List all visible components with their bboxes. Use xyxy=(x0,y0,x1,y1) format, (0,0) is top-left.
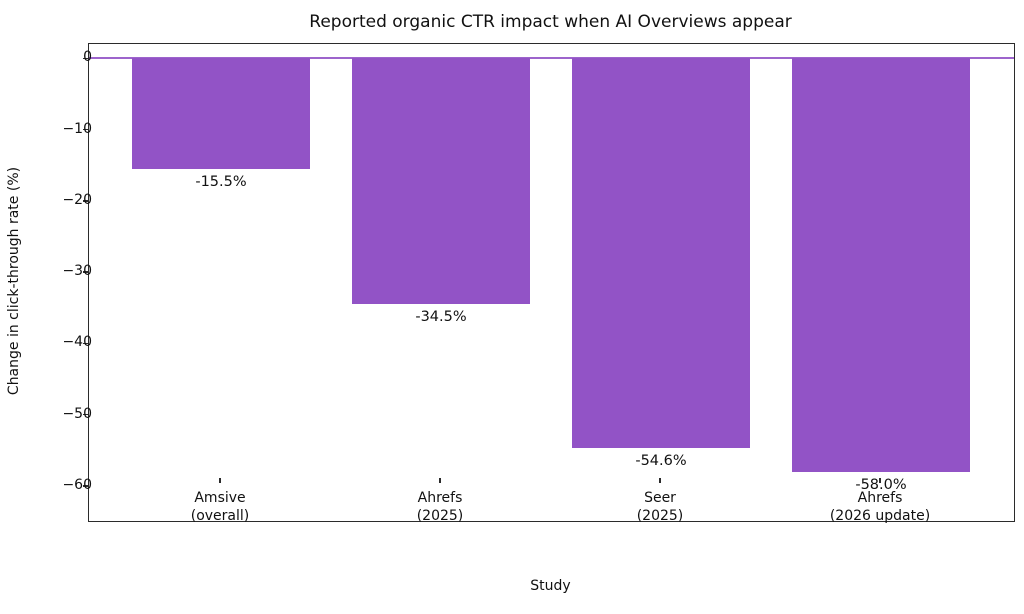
bar-value-label: -15.5% xyxy=(195,173,247,190)
x-tick-mark xyxy=(879,478,881,484)
y-tick-mark xyxy=(82,57,88,59)
y-tick-mark xyxy=(82,342,88,345)
y-tick-mark xyxy=(82,128,88,131)
zero-baseline xyxy=(89,57,1014,60)
bar-1 xyxy=(132,58,310,169)
bar-value-label: -34.5% xyxy=(415,309,467,326)
y-tick-label: −20 xyxy=(62,191,92,208)
x-tick-mark xyxy=(439,478,441,484)
chart-title: Reported organic CTR impact when AI Over… xyxy=(309,12,792,32)
x-tick-label: Ahrefs (2025) xyxy=(416,490,464,525)
plot-area: -15.5% -34.5% -54.6% -58.0% xyxy=(82,43,1015,522)
x-axis-label: Study xyxy=(530,578,571,594)
y-tick-mark xyxy=(82,485,88,487)
x-tick-label: Seer (2025) xyxy=(636,490,684,525)
bar-value-label: -54.6% xyxy=(635,452,687,469)
y-tick-label: −40 xyxy=(62,334,92,351)
y-tick-label: 0 xyxy=(83,49,92,66)
y-tick-mark xyxy=(82,200,88,202)
bar-4 xyxy=(792,58,970,472)
y-tick-label: −60 xyxy=(62,477,92,494)
x-tick-mark xyxy=(219,478,221,484)
bar-3 xyxy=(572,58,750,448)
y-tick-mark xyxy=(82,414,88,416)
bar-2 xyxy=(352,58,530,305)
x-tick-mark xyxy=(659,478,661,484)
bar-value-label: -58.0% xyxy=(855,476,907,493)
y-tick-label: −10 xyxy=(62,120,92,137)
x-tick-label: Amsive (overall) xyxy=(190,490,250,525)
y-axis-label: Change in click-through rate (%) xyxy=(6,166,22,396)
x-tick-label: Ahrefs (2026 update) xyxy=(829,490,931,525)
y-tick-label: −50 xyxy=(62,405,92,422)
y-tick-label: −30 xyxy=(62,263,92,280)
y-tick-mark xyxy=(82,271,88,273)
